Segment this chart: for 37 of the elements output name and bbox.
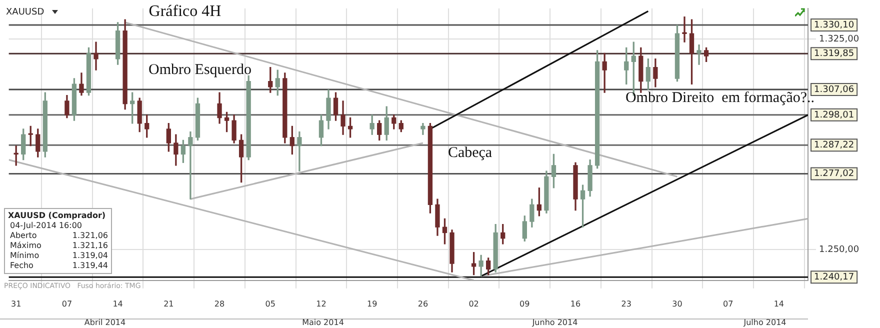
text: Junho 2014 bbox=[531, 318, 578, 328]
x-tick-label: 05 bbox=[265, 299, 276, 308]
x-tick-label: 07 bbox=[722, 299, 734, 308]
x-tick-label: 12 bbox=[316, 299, 326, 308]
info-panel: XAUUSD (Comprador) 04-Jul-2014 16:00 Aberto 1.321,06 Máximo 1.321,16 Mínimo 1.319,04 Fecho 1.319,44 bbox=[4, 208, 112, 274]
x-tick-label: 02 bbox=[468, 299, 479, 308]
x-tick-label: 09 bbox=[520, 299, 530, 308]
annotation: Ombro Esquerdo bbox=[148, 62, 252, 78]
ref-line-label: 1.319,85 bbox=[814, 49, 854, 60]
text: Maio 2014 bbox=[302, 318, 344, 328]
ref-line-label: 1.307,06 bbox=[814, 84, 854, 95]
annotation: XAUUSD (Comprador) bbox=[8, 211, 107, 221]
ref-line-label: 1.287,22 bbox=[814, 140, 854, 151]
x-tick-label: 30 bbox=[672, 299, 682, 308]
annotation: 04-Jul-2014 16:00 bbox=[9, 221, 84, 231]
annotation: Cabeça bbox=[448, 144, 492, 161]
x-tick-label: 28 bbox=[214, 299, 225, 308]
y-tick-label: 1.250,00 bbox=[819, 244, 860, 255]
x-tick-label: 14 bbox=[774, 299, 784, 308]
x-tick-label: 16 bbox=[570, 299, 581, 308]
x-tick-label: 31 bbox=[10, 299, 22, 308]
annotation: XAUUSD bbox=[6, 7, 44, 18]
text: Julho 2014 bbox=[742, 318, 786, 328]
x-tick-label: 23 bbox=[621, 299, 632, 308]
text: Abril 2014 bbox=[84, 318, 126, 328]
x-tick-label: 14 bbox=[112, 299, 123, 308]
ref-line-label: 1.277,02 bbox=[814, 169, 854, 180]
annotation: Ombro Direito em formação?.. bbox=[625, 90, 815, 106]
ref-line-label: 1.330,10 bbox=[814, 20, 854, 30]
x-tick-label: 19 bbox=[366, 299, 378, 308]
x-tick-label: 26 bbox=[418, 299, 428, 308]
ref-line-label: 1.240,17 bbox=[814, 272, 854, 282]
chart-title: Gráfico 4H bbox=[148, 3, 222, 20]
y-tick-label: 1.325,00 bbox=[819, 34, 860, 45]
x-tick-label: 07 bbox=[62, 299, 72, 308]
x-tick-label: 21 bbox=[164, 299, 174, 308]
ref-line-label: 1.298,01 bbox=[814, 110, 854, 120]
